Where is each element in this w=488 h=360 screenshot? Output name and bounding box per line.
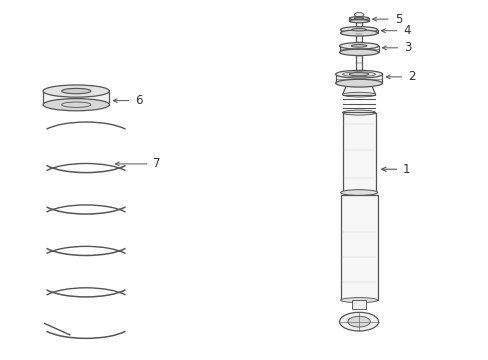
Text: 7: 7 (153, 157, 160, 170)
Polygon shape (342, 74, 375, 95)
Bar (351, 300, 366, 309)
Bar (339, 46, 378, 52)
Ellipse shape (340, 30, 377, 36)
Ellipse shape (335, 79, 382, 87)
Ellipse shape (348, 17, 368, 20)
Ellipse shape (350, 45, 366, 47)
Text: 3: 3 (404, 41, 411, 54)
Bar (335, 74, 382, 83)
Text: 4: 4 (403, 24, 410, 37)
Ellipse shape (342, 92, 375, 97)
Bar (342, 113, 375, 193)
Ellipse shape (342, 110, 375, 115)
Ellipse shape (340, 190, 377, 195)
Ellipse shape (348, 73, 368, 76)
Bar (355, 17, 362, 74)
Ellipse shape (339, 49, 378, 55)
Ellipse shape (340, 27, 377, 33)
Bar (43, 91, 109, 105)
Ellipse shape (350, 72, 366, 76)
Ellipse shape (348, 19, 368, 23)
Ellipse shape (347, 316, 369, 327)
Ellipse shape (339, 42, 378, 49)
Ellipse shape (335, 70, 382, 78)
Ellipse shape (43, 99, 109, 111)
Ellipse shape (351, 28, 366, 31)
Text: 2: 2 (407, 71, 415, 84)
Ellipse shape (354, 13, 363, 17)
Ellipse shape (340, 298, 377, 303)
Ellipse shape (61, 88, 91, 94)
Text: 5: 5 (394, 13, 401, 26)
Bar (348, 18, 368, 21)
Text: 1: 1 (402, 163, 409, 176)
Text: 6: 6 (135, 94, 142, 107)
Bar (340, 195, 377, 300)
Ellipse shape (43, 85, 109, 97)
Ellipse shape (353, 17, 363, 19)
Bar (340, 30, 377, 33)
Ellipse shape (339, 312, 378, 331)
